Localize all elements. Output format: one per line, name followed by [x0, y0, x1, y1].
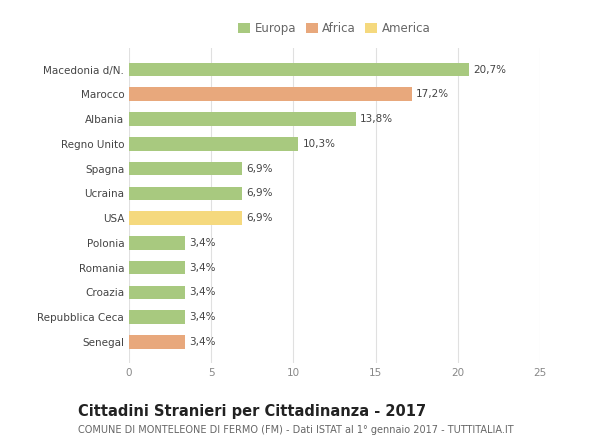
Text: 20,7%: 20,7% [473, 65, 506, 74]
Text: 6,9%: 6,9% [247, 213, 273, 223]
Text: 6,9%: 6,9% [247, 164, 273, 173]
Bar [129, 286, 185, 299]
Text: 3,4%: 3,4% [189, 312, 215, 322]
Bar [129, 261, 185, 275]
Text: 10,3%: 10,3% [302, 139, 335, 149]
Bar [129, 62, 469, 76]
Bar [129, 310, 185, 324]
Text: 3,4%: 3,4% [189, 337, 215, 347]
Legend: Europa, Africa, America: Europa, Africa, America [236, 20, 433, 37]
Text: COMUNE DI MONTELEONE DI FERMO (FM) - Dati ISTAT al 1° gennaio 2017 - TUTTITALIA.: COMUNE DI MONTELEONE DI FERMO (FM) - Dat… [78, 425, 514, 436]
Bar [129, 211, 242, 225]
Bar [129, 112, 356, 126]
Bar [129, 236, 185, 249]
Text: Cittadini Stranieri per Cittadinanza - 2017: Cittadini Stranieri per Cittadinanza - 2… [78, 404, 426, 419]
Text: 6,9%: 6,9% [247, 188, 273, 198]
Text: 17,2%: 17,2% [416, 89, 449, 99]
Bar [129, 335, 185, 348]
Bar [129, 88, 412, 101]
Bar [129, 187, 242, 200]
Bar [129, 162, 242, 176]
Text: 13,8%: 13,8% [360, 114, 393, 124]
Text: 3,4%: 3,4% [189, 263, 215, 273]
Text: 3,4%: 3,4% [189, 238, 215, 248]
Text: 3,4%: 3,4% [189, 287, 215, 297]
Bar [129, 137, 298, 150]
